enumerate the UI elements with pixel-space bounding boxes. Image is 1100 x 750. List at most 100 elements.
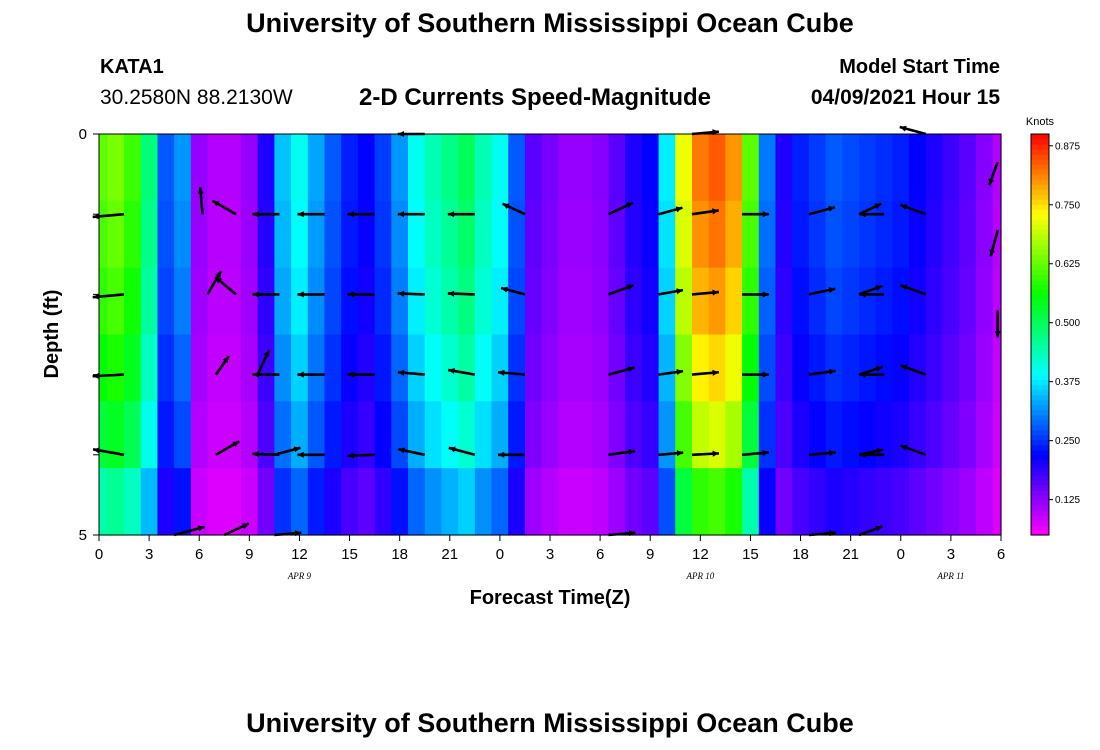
colorbar-segment [1031,349,1049,356]
heatmap-cell [240,134,259,202]
heatmap-cell [675,468,693,536]
heatmap-cell [257,200,275,269]
current-vector-arrow [658,206,683,216]
heatmap-cell [508,200,526,269]
colorbar-segment [1031,504,1049,511]
heatmap-cell [524,200,543,269]
current-vector-arrow [742,371,770,378]
heatmap-cell [508,468,526,536]
heatmap-cell [391,401,409,469]
heatmap-cell [875,200,894,269]
y-tick-label: 0 [79,126,87,143]
current-vector-arrow [447,211,475,218]
chart-title: 2-D Currents Speed-Magnitude [359,84,712,111]
colorbar-segment [1031,499,1049,506]
heatmap-cell [374,267,392,336]
x-tick-label: 15 [742,546,759,563]
heatmap-cell [742,200,760,269]
heatmap-cell [524,134,543,202]
colorbar-segment [1031,239,1049,245]
heatmap-cell [341,468,359,536]
x-tick-label: 3 [546,546,554,563]
heatmap-cell [441,267,459,336]
colorbar-segment [1031,314,1049,321]
current-vector-arrow [197,187,204,215]
heatmap-cell [691,401,710,469]
heatmap-cell [307,134,326,202]
heatmap-cell [491,401,509,469]
heatmap-cell [458,401,476,469]
heatmap-cell [541,401,559,469]
heatmap-cell [708,334,726,402]
heatmap-cell [758,401,777,469]
heatmap-cell [909,267,927,336]
heatmap-cell [859,134,877,202]
heatmap-cell [959,267,977,336]
heatmap-cell [99,200,108,269]
heatmap-cell [775,401,793,469]
heatmap-cell [842,468,860,536]
heatmap-cell [892,200,910,269]
heatmap-cell [608,334,626,402]
heatmap-cell [357,468,376,536]
heatmap-cell [307,401,326,469]
heatmap-cell [641,468,660,536]
heatmap-cell [357,401,376,469]
heatmap-cell [909,334,927,402]
current-vector-arrow [211,199,237,216]
heatmap-cell [675,200,693,269]
heatmap-cell [374,200,392,269]
heatmap-cell [240,267,259,336]
heatmap-cell [491,334,509,402]
heatmap-cell [925,401,944,469]
date-label: APR 10 [685,571,714,581]
heatmap-cell [859,468,877,536]
heatmap-cell [324,468,342,536]
current-vector-arrow [297,291,325,298]
heatmap-cell [558,200,576,269]
heatmap-cell [458,267,476,336]
heatmap-cell [575,468,593,536]
heatmap-cell [140,401,159,469]
current-vector-arrow [92,293,125,300]
heatmap-cell [157,134,175,202]
colorbar-segment [1031,524,1049,531]
colorbar-segment [1031,229,1049,235]
heatmap-cell [658,134,676,202]
current-vector-arrow [858,202,882,216]
x-tick-label: 21 [441,546,458,563]
heatmap-cell [341,134,359,202]
heatmap-cell [892,334,910,402]
colorbar-segment [1031,399,1049,406]
heatmap-cell [942,334,960,402]
heatmap-cell [207,401,225,469]
heatmap-cell [925,134,944,202]
current-vector-arrow [808,205,836,216]
heatmap-cell [875,401,894,469]
heatmap-cell [190,200,209,269]
heatmap-cell [859,401,877,469]
heatmap-cell [541,334,559,402]
heatmap-cell [959,468,977,536]
heatmap-cell [408,200,426,269]
current-vector-arrow [252,371,280,378]
heatmap-cell [524,267,543,336]
heatmap-cell [324,401,342,469]
heatmap-cell [324,134,342,202]
heatmap-cell [825,134,843,202]
heatmap-cell [357,134,376,202]
heatmap-cell [909,468,927,536]
heatmap-cell [107,401,125,469]
heatmap-cell [140,334,159,402]
heatmap-cell [775,134,793,202]
colorbar-tick-label: 0.875 [1055,141,1080,152]
heatmap-cell [942,200,960,269]
current-vector-arrow [214,276,237,296]
heatmap-cell [324,200,342,269]
current-vector-arrow [497,451,525,458]
heatmap-cell [708,468,726,536]
x-tick-label: 18 [792,546,809,563]
current-vector-arrow [92,447,125,457]
colorbar-segment [1031,149,1049,155]
current-vector-arrow [448,446,476,457]
